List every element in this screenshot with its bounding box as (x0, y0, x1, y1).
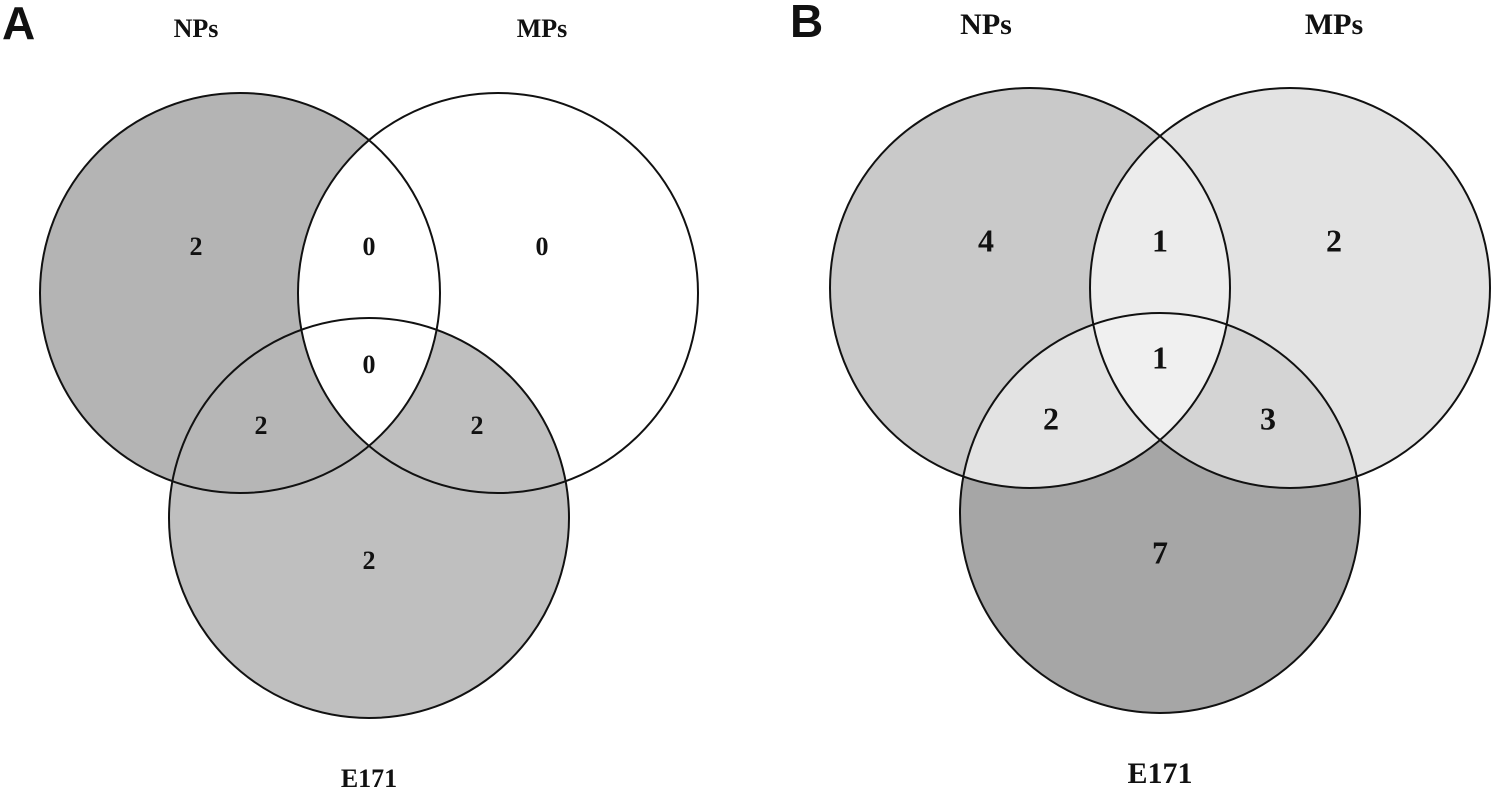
region-count: 1 (1152, 339, 1168, 375)
region-count: 2 (190, 232, 203, 261)
mps-circle (1089, 87, 1491, 489)
region-count: 2 (1326, 222, 1342, 258)
nps-circle (39, 92, 441, 494)
region-count: 4 (978, 222, 994, 258)
set-label: NPs (174, 14, 219, 43)
nps-circle (829, 87, 1231, 489)
mps-circle (297, 92, 699, 494)
region-count: 2 (255, 411, 268, 440)
set-label: E171 (341, 764, 397, 793)
region-count: 3 (1260, 400, 1276, 436)
all-fill (1090, 313, 1230, 488)
e171-circle (168, 317, 570, 719)
region-count: 0 (363, 350, 376, 379)
panel-label: A (2, 0, 35, 49)
region-count: 2 (471, 411, 484, 440)
region-count: 2 (363, 546, 376, 575)
region-count: 7 (1152, 534, 1168, 570)
set-label: E171 (1127, 757, 1192, 790)
set-label: NPs (960, 8, 1012, 41)
region-count: 0 (363, 232, 376, 261)
region-count: 1 (1152, 222, 1168, 258)
panel-a: A NPs MPs E171 2 0 0 0 2 2 2 (2, 0, 699, 793)
e171-circle (959, 312, 1361, 714)
set-label: MPs (517, 14, 568, 43)
region-count: 0 (536, 232, 549, 261)
panel-label: B (790, 0, 823, 47)
nps-e171-fill (169, 318, 440, 493)
region-count: 2 (1043, 400, 1059, 436)
panel-b: B NPs MPs E171 4 1 2 1 2 3 7 (790, 0, 1491, 790)
set-label: MPs (1305, 8, 1363, 41)
nps-mps-fill (298, 93, 440, 493)
